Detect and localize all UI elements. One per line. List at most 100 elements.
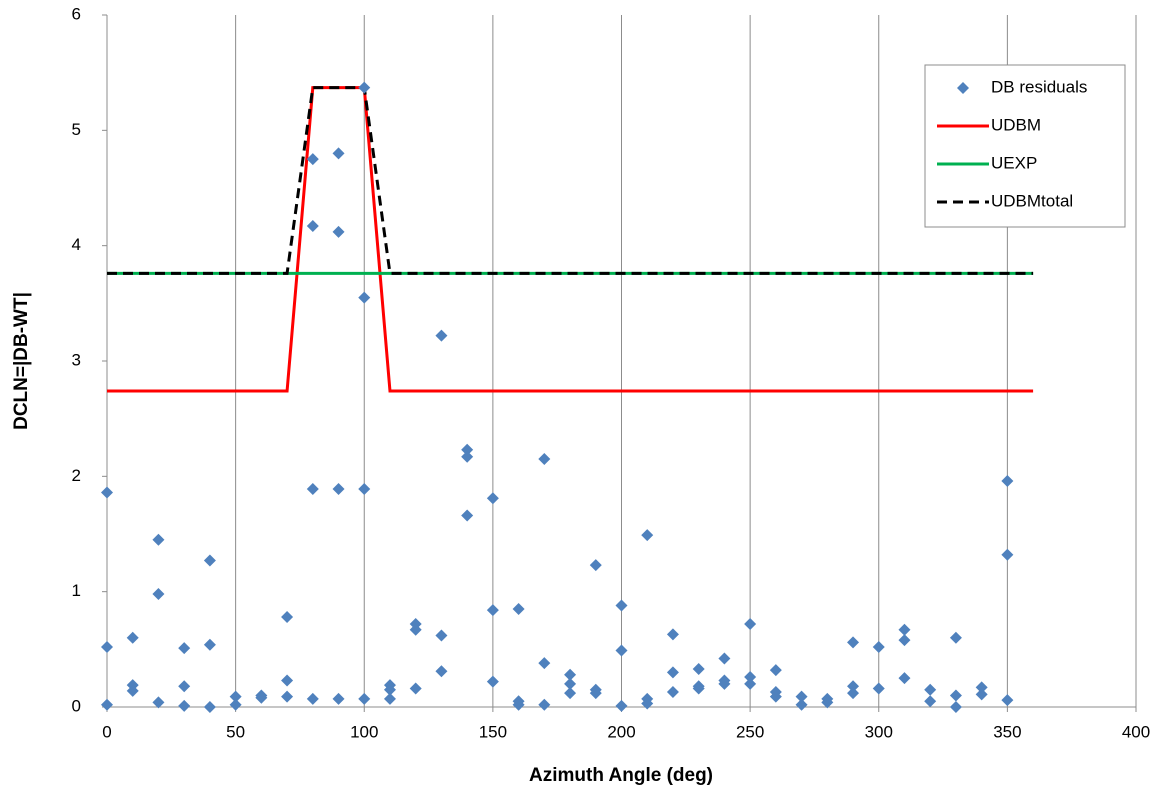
data-point <box>435 329 448 342</box>
data-point <box>975 681 988 694</box>
data-point <box>847 687 860 700</box>
data-point <box>692 682 705 695</box>
data-point <box>898 623 911 636</box>
data-point <box>203 554 216 567</box>
data-point <box>924 683 937 696</box>
data-point <box>538 453 551 466</box>
data-point <box>383 692 396 705</box>
data-point <box>358 692 371 705</box>
data-point <box>666 666 679 679</box>
data-point <box>718 677 731 690</box>
data-point <box>101 698 113 711</box>
data-point <box>821 696 834 709</box>
y-tick-label: 5 <box>72 120 81 139</box>
data-point <box>435 665 448 678</box>
legend-label: UDBM <box>991 115 1041 134</box>
data-point <box>178 642 191 655</box>
data-point <box>666 686 679 699</box>
data-point <box>358 291 371 304</box>
data-point <box>281 674 294 687</box>
data-point <box>435 629 448 642</box>
data-point <box>486 675 499 688</box>
data-point <box>178 680 191 693</box>
data-point <box>229 690 242 703</box>
data-point <box>564 677 577 690</box>
y-tick-label: 1 <box>72 581 81 600</box>
data-point <box>101 641 113 654</box>
data-point <box>615 599 628 612</box>
data-point <box>589 559 602 572</box>
data-point <box>332 483 345 496</box>
data-point <box>847 680 860 693</box>
data-point <box>538 657 551 670</box>
data-point <box>281 611 294 624</box>
x-axis-title: Azimuth Angle (deg) <box>529 765 713 786</box>
data-point <box>615 644 628 657</box>
data-point <box>486 492 499 505</box>
data-point <box>692 662 705 675</box>
y-tick-label: 0 <box>72 696 81 715</box>
data-point <box>718 652 731 665</box>
data-point <box>538 698 551 711</box>
data-point <box>1001 694 1014 707</box>
data-point <box>101 486 113 499</box>
data-point <box>229 698 242 711</box>
data-point <box>641 697 654 710</box>
x-tick-label: 200 <box>607 722 635 741</box>
data-point <box>126 684 139 697</box>
data-point <box>178 699 191 712</box>
x-tick-label: 0 <box>102 722 111 741</box>
legend-label: UDBMtotal <box>991 191 1073 210</box>
y-tick-label: 3 <box>72 350 81 369</box>
data-point <box>306 692 319 705</box>
data-point <box>332 692 345 705</box>
data-point <box>615 699 628 712</box>
data-point <box>409 682 422 695</box>
data-point <box>332 147 345 160</box>
data-point <box>769 690 782 703</box>
data-point <box>306 220 319 233</box>
legend-label: UEXP <box>991 153 1037 172</box>
data-point <box>461 443 474 456</box>
data-point <box>409 623 422 636</box>
data-point <box>126 631 139 644</box>
data-point <box>1001 548 1014 561</box>
data-point <box>152 533 165 546</box>
data-point <box>949 701 962 713</box>
x-tick-label: 350 <box>993 722 1021 741</box>
series-line <box>107 86 1034 393</box>
data-point <box>564 687 577 700</box>
data-point <box>641 529 654 542</box>
data-point <box>924 695 937 708</box>
data-point <box>744 671 757 684</box>
series-line <box>107 86 1034 275</box>
data-point <box>872 641 885 654</box>
data-point <box>1001 474 1014 487</box>
data-point <box>461 509 474 522</box>
x-tick-label: 50 <box>226 722 245 741</box>
data-point <box>512 602 525 615</box>
data-point <box>847 636 860 649</box>
legend-box <box>924 64 1126 228</box>
data-point <box>898 672 911 685</box>
data-point <box>512 698 525 711</box>
y-tick-label: 6 <box>72 4 81 23</box>
data-point <box>666 628 679 641</box>
x-tick-label: 150 <box>479 722 507 741</box>
data-point <box>152 587 165 600</box>
x-tick-label: 100 <box>350 722 378 741</box>
y-tick-label: 4 <box>72 235 81 254</box>
x-tick-label: 400 <box>1122 722 1150 741</box>
data-point <box>152 696 165 709</box>
data-point <box>486 604 499 617</box>
data-point <box>795 698 808 711</box>
data-point <box>744 617 757 630</box>
y-axis-title: DCLN=|DB-WT| <box>11 292 32 430</box>
legend-label: DB residuals <box>991 77 1087 96</box>
data-point <box>795 690 808 703</box>
x-tick-label: 300 <box>865 722 893 741</box>
data-point <box>564 668 577 681</box>
data-point <box>949 631 962 644</box>
